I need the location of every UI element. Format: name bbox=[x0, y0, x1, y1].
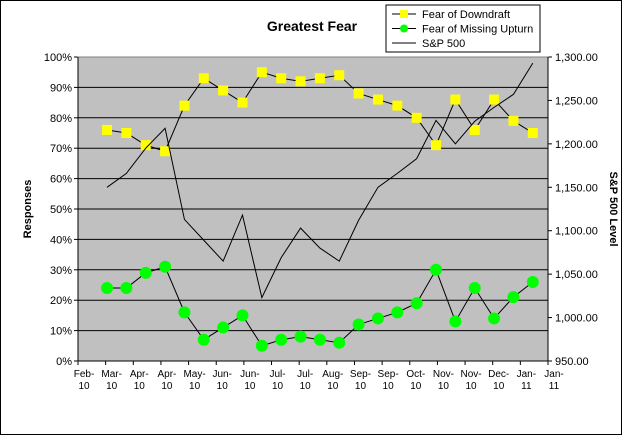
marker bbox=[372, 94, 383, 105]
y2-tick-label: 950.00 bbox=[555, 356, 589, 368]
marker bbox=[237, 97, 248, 108]
marker bbox=[140, 140, 151, 151]
y-tick-label: 60% bbox=[50, 174, 72, 186]
y-tick-label: 100% bbox=[44, 52, 72, 64]
marker bbox=[371, 312, 384, 325]
y-tick-label: 50% bbox=[50, 204, 72, 216]
marker bbox=[121, 128, 132, 138]
legend-label: Fear of Missing Upturn bbox=[422, 24, 533, 36]
marker bbox=[275, 333, 288, 346]
marker bbox=[430, 263, 443, 276]
marker bbox=[410, 297, 423, 310]
marker bbox=[160, 146, 171, 157]
legend-marker bbox=[400, 24, 408, 33]
x-tick-label: May-10 bbox=[183, 369, 205, 392]
marker bbox=[352, 318, 365, 331]
y-tick-label: 10% bbox=[50, 326, 72, 338]
y-tick-label: 90% bbox=[50, 82, 72, 94]
x-tick-label: Jul-10 bbox=[297, 369, 313, 392]
x-tick-label: Jan-11 bbox=[517, 369, 536, 392]
y2-tick-label: 1,100.00 bbox=[555, 226, 598, 238]
x-tick-label: Apr-10 bbox=[130, 369, 149, 392]
marker bbox=[314, 73, 325, 84]
marker bbox=[198, 73, 209, 84]
marker bbox=[469, 124, 480, 135]
y2-axis-title: S&P 500 Level bbox=[607, 171, 619, 246]
marker bbox=[450, 94, 461, 105]
y-tick-label: 40% bbox=[50, 234, 72, 246]
marker bbox=[353, 88, 364, 99]
x-tick-label: Mar-10 bbox=[101, 369, 122, 392]
marker bbox=[236, 309, 249, 322]
x-tick-label: Feb-10 bbox=[74, 369, 95, 392]
x-tick-label: Apr-10 bbox=[157, 369, 176, 392]
x-tick-label: Sep-10 bbox=[350, 369, 371, 392]
marker bbox=[313, 333, 326, 346]
marker bbox=[507, 291, 520, 304]
y2-tick-label: 1,000.00 bbox=[555, 313, 598, 325]
marker bbox=[101, 282, 114, 295]
y-axis-title: Responses bbox=[22, 180, 34, 239]
y2-tick-label: 1,200.00 bbox=[555, 139, 598, 151]
x-tick-label: Nov-10 bbox=[460, 369, 481, 392]
marker bbox=[217, 321, 230, 334]
x-tick-label: Dec-10 bbox=[488, 369, 509, 392]
legend-label: S&P 500 bbox=[422, 38, 465, 50]
x-tick-label: Jul-10 bbox=[269, 369, 285, 392]
marker bbox=[255, 339, 268, 352]
y-tick-label: 30% bbox=[50, 265, 72, 277]
y-tick-label: 80% bbox=[50, 113, 72, 125]
marker bbox=[294, 330, 307, 343]
x-tick-label: Jun-10 bbox=[213, 369, 232, 392]
y2-tick-label: 1,300.00 bbox=[555, 52, 598, 64]
marker bbox=[508, 115, 519, 126]
marker bbox=[334, 70, 345, 81]
marker bbox=[179, 100, 190, 111]
x-tick-label: Sep-10 bbox=[378, 369, 399, 392]
marker bbox=[102, 124, 113, 135]
marker bbox=[468, 282, 481, 295]
x-tick-label: Aug-10 bbox=[322, 369, 343, 392]
marker bbox=[197, 333, 210, 346]
y-tick-label: 0% bbox=[56, 356, 72, 368]
marker bbox=[276, 73, 287, 84]
x-tick-label: Oct-10 bbox=[406, 369, 425, 392]
y-tick-label: 20% bbox=[50, 295, 72, 307]
legend-label: Fear of Downdraft bbox=[422, 9, 510, 21]
marker bbox=[391, 306, 404, 319]
marker bbox=[431, 140, 442, 151]
chart-title: Greatest Fear bbox=[267, 18, 358, 34]
y-tick-label: 70% bbox=[50, 143, 72, 155]
marker bbox=[526, 275, 539, 288]
marker bbox=[256, 67, 267, 78]
marker bbox=[139, 266, 152, 279]
marker bbox=[411, 112, 422, 123]
marker bbox=[178, 306, 191, 319]
marker bbox=[295, 76, 306, 87]
marker bbox=[120, 282, 133, 295]
marker bbox=[218, 85, 229, 96]
y2-tick-label: 1,150.00 bbox=[555, 182, 598, 194]
y2-tick-label: 1,050.00 bbox=[555, 269, 598, 281]
x-tick-label: Jan-11 bbox=[544, 369, 563, 392]
marker bbox=[449, 315, 462, 328]
legend-marker bbox=[400, 10, 408, 18]
x-tick-label: Nov-10 bbox=[433, 369, 454, 392]
marker bbox=[527, 128, 538, 138]
x-tick-label: Jun-10 bbox=[240, 369, 259, 392]
marker bbox=[392, 100, 403, 111]
series-line bbox=[106, 62, 534, 300]
y2-tick-label: 1,250.00 bbox=[555, 95, 598, 107]
marker bbox=[489, 94, 500, 105]
marker bbox=[159, 260, 172, 273]
marker bbox=[488, 312, 501, 325]
marker bbox=[333, 336, 346, 349]
